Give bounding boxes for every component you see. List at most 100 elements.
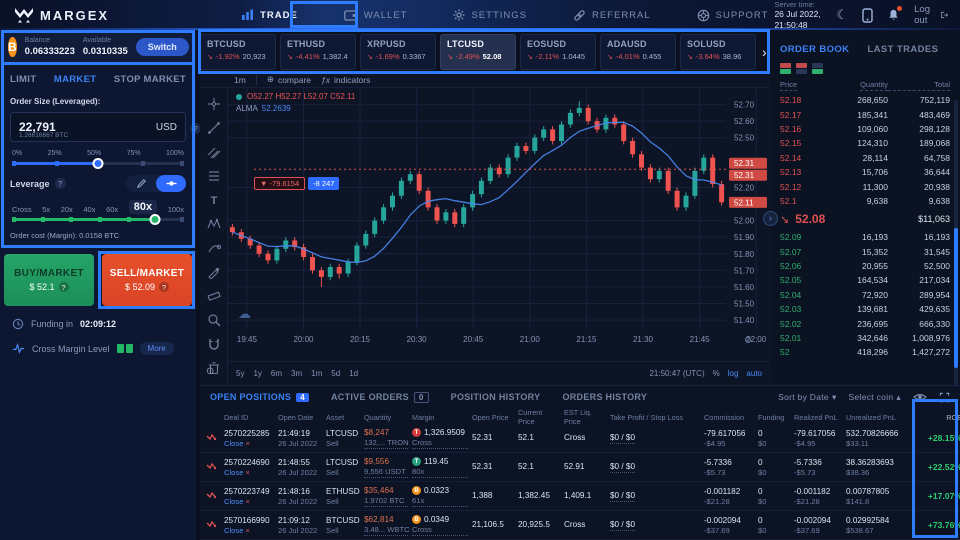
range-1d[interactable]: 1d bbox=[349, 369, 359, 378]
ticker-scroll-chevron[interactable]: › bbox=[762, 44, 767, 60]
visibility-eye-icon[interactable] bbox=[913, 392, 927, 402]
order-tab-limit[interactable]: LIMIT bbox=[10, 74, 37, 85]
leverage-help-icon[interactable]: ? bbox=[54, 178, 66, 189]
cell-tpsl[interactable]: $0 / $0 bbox=[610, 490, 700, 503]
leverage-mark-80x[interactable]: 80x bbox=[128, 200, 158, 214]
bid-row[interactable]: 52.06 20,955 52,500 bbox=[770, 259, 960, 273]
tab-position-history[interactable]: POSITION HISTORY bbox=[451, 392, 541, 402]
nav-item-wallet[interactable]: WALLET bbox=[338, 0, 414, 30]
leverage-edit-icon[interactable] bbox=[126, 175, 156, 192]
percent-mark[interactable]: 0% bbox=[12, 150, 23, 157]
cell-tpsl[interactable]: $0 / $0 bbox=[610, 461, 700, 474]
close-position-button[interactable]: Close × bbox=[224, 525, 250, 535]
buy-market-button[interactable]: BUY/MARKET $ 52.1? bbox=[4, 254, 94, 306]
ask-row[interactable]: 52.15 124,310 189,068 bbox=[770, 136, 960, 150]
cell-tpsl[interactable]: $0 / $0 bbox=[610, 519, 700, 532]
tab-open-positions[interactable]: OPEN POSITIONS 4 bbox=[210, 392, 309, 402]
order-size-input[interactable]: 22,791 1.26616667 BTC USD ? bbox=[10, 112, 201, 142]
ask-row[interactable]: 52.1 9,638 9,638 bbox=[770, 194, 960, 208]
range-5d[interactable]: 5d bbox=[331, 369, 341, 378]
brush-icon[interactable] bbox=[206, 264, 221, 279]
notifications-bell-icon[interactable] bbox=[887, 6, 903, 22]
scale-auto[interactable]: auto bbox=[746, 369, 762, 378]
ticker-xrpusd[interactable]: XRPUSD ↘ -1.69% 0.3367 bbox=[360, 34, 436, 70]
zoom-in-icon[interactable] bbox=[206, 312, 221, 327]
book-mode-both-icon[interactable] bbox=[780, 63, 791, 74]
ask-row[interactable]: 52.18 268,650 752,119 bbox=[770, 93, 960, 107]
margin-more-button[interactable]: More bbox=[139, 342, 174, 355]
size-help-icon[interactable]: ? bbox=[190, 123, 201, 134]
dark-mode-moon-icon[interactable]: ☾ bbox=[836, 7, 849, 22]
bid-row[interactable]: 52.07 15,352 31,545 bbox=[770, 245, 960, 259]
ask-row[interactable]: 52.16 109,060 298,128 bbox=[770, 122, 960, 136]
ask-row[interactable]: 52.12 11,300 20,938 bbox=[770, 179, 960, 193]
cloud-icon[interactable]: ☁ bbox=[238, 306, 251, 321]
book-mode-bids-icon[interactable] bbox=[812, 63, 823, 74]
timeframe-button[interactable]: 1m bbox=[234, 74, 246, 85]
bid-row[interactable]: 52.01 342,646 1,008,976 bbox=[770, 331, 960, 345]
book-tab-order-book[interactable]: ORDER BOOK bbox=[780, 44, 850, 55]
tab-active-orders[interactable]: ACTIVE ORDERS 0 bbox=[331, 391, 429, 403]
book-scrollbar-thumb[interactable] bbox=[954, 228, 958, 368]
measure-icon[interactable] bbox=[206, 288, 221, 303]
percent-mark[interactable]: 25% bbox=[47, 150, 62, 157]
order-tab-stop-market[interactable]: STOP MARKET bbox=[113, 74, 186, 85]
ticker-ltcusd[interactable]: LTCUSD ↘ -2.49% 52.08 bbox=[440, 34, 516, 70]
close-position-button[interactable]: Close × bbox=[224, 438, 250, 448]
bid-row[interactable]: 52.04 72,920 289,954 bbox=[770, 288, 960, 302]
position-row[interactable]: 2570223749 Close × 21:48:16 26 Jul 2022 ETHU… bbox=[200, 482, 960, 511]
position-row[interactable]: 2570224690 Close × 21:48:55 26 Jul 2022 LTCU… bbox=[200, 453, 960, 482]
magnet-icon[interactable] bbox=[206, 336, 221, 351]
ask-row[interactable]: 52.17 185,341 483,469 bbox=[770, 107, 960, 121]
order-tab-market[interactable]: MARKET bbox=[53, 74, 97, 85]
close-position-button[interactable]: Close × bbox=[224, 467, 250, 477]
leverage-mark-100x[interactable]: 100x bbox=[167, 205, 184, 214]
position-row[interactable]: 2570225285 Close × 21:49:19 26 Jul 2022 LTCU… bbox=[200, 424, 960, 453]
ticker-solusd[interactable]: SOLUSD ↘ -3.64% 38.96 bbox=[680, 34, 756, 70]
book-mode-asks-icon[interactable] bbox=[796, 63, 807, 74]
cell-tpsl[interactable]: $0 / $0 bbox=[610, 432, 700, 445]
bid-row[interactable]: 52.05 164,534 217,034 bbox=[770, 273, 960, 287]
scale-%[interactable]: % bbox=[712, 369, 720, 378]
leverage-slider-icon[interactable] bbox=[156, 175, 186, 192]
percent-track[interactable] bbox=[12, 158, 184, 169]
ticker-ethusd[interactable]: ETHUSD ↘ -4.41% 1,382.4 bbox=[280, 34, 356, 70]
ticker-adausd[interactable]: ADAUSD ↘ -4.01% 0.455 bbox=[600, 34, 676, 70]
nav-item-settings[interactable]: SETTINGS bbox=[447, 0, 533, 30]
fib-retracement-icon[interactable] bbox=[206, 168, 221, 183]
percent-mark[interactable]: 50% bbox=[87, 150, 102, 157]
logout-button[interactable]: Log out bbox=[914, 4, 948, 26]
percent-thumb[interactable] bbox=[92, 158, 104, 169]
range-1m[interactable]: 1m bbox=[311, 369, 323, 378]
bid-row[interactable]: 52.09 16,193 16,193 bbox=[770, 230, 960, 244]
close-position-button[interactable]: Close × bbox=[224, 496, 250, 506]
nav-item-trade[interactable]: TRADE bbox=[235, 0, 304, 30]
position-row[interactable]: 2570166990 Close × 21:09:12 26 Jul 2022 BTCU… bbox=[200, 511, 960, 540]
bid-row[interactable]: 52.03 139,681 429,635 bbox=[770, 302, 960, 316]
chart-clock[interactable]: 21:50:47 (UTC) bbox=[649, 369, 705, 378]
forecast-icon[interactable] bbox=[206, 240, 221, 255]
nav-item-referral[interactable]: REFERRAL bbox=[567, 0, 657, 30]
text-tool-icon[interactable]: T bbox=[206, 192, 221, 207]
percent-mark[interactable]: 75% bbox=[126, 150, 141, 157]
leverage-mark-5x[interactable]: 5x bbox=[42, 205, 51, 214]
ticker-btcusd[interactable]: BTCUSD ↘ -1.92% 20,923 bbox=[200, 34, 276, 70]
leverage-mark-cross[interactable]: Cross bbox=[12, 205, 32, 214]
leverage-mark-60x[interactable]: 60x bbox=[106, 205, 119, 214]
sort-by-date-dropdown[interactable]: Sort by Date ▾ bbox=[778, 392, 836, 403]
panel-collapse-handle[interactable]: › bbox=[763, 210, 778, 226]
bid-row[interactable]: 52.02 236,695 666,330 bbox=[770, 316, 960, 330]
expand-icon[interactable] bbox=[939, 392, 950, 403]
trend-line-icon[interactable] bbox=[206, 120, 221, 135]
margex-logo[interactable]: MARGEX bbox=[14, 7, 109, 23]
nav-item-support[interactable]: SUPPORT bbox=[691, 0, 775, 30]
leverage-track[interactable] bbox=[12, 214, 184, 225]
percent-mark[interactable]: 100% bbox=[166, 150, 184, 157]
leverage-thumb[interactable] bbox=[149, 214, 161, 225]
pitchfork-icon[interactable] bbox=[206, 144, 221, 159]
crosshair-icon[interactable] bbox=[206, 96, 221, 111]
trash-icon[interactable] bbox=[206, 360, 221, 375]
range-6m[interactable]: 6m bbox=[270, 369, 283, 378]
compare-button[interactable]: ⊕ compare bbox=[266, 74, 312, 85]
switch-button[interactable]: Switch bbox=[135, 38, 189, 56]
